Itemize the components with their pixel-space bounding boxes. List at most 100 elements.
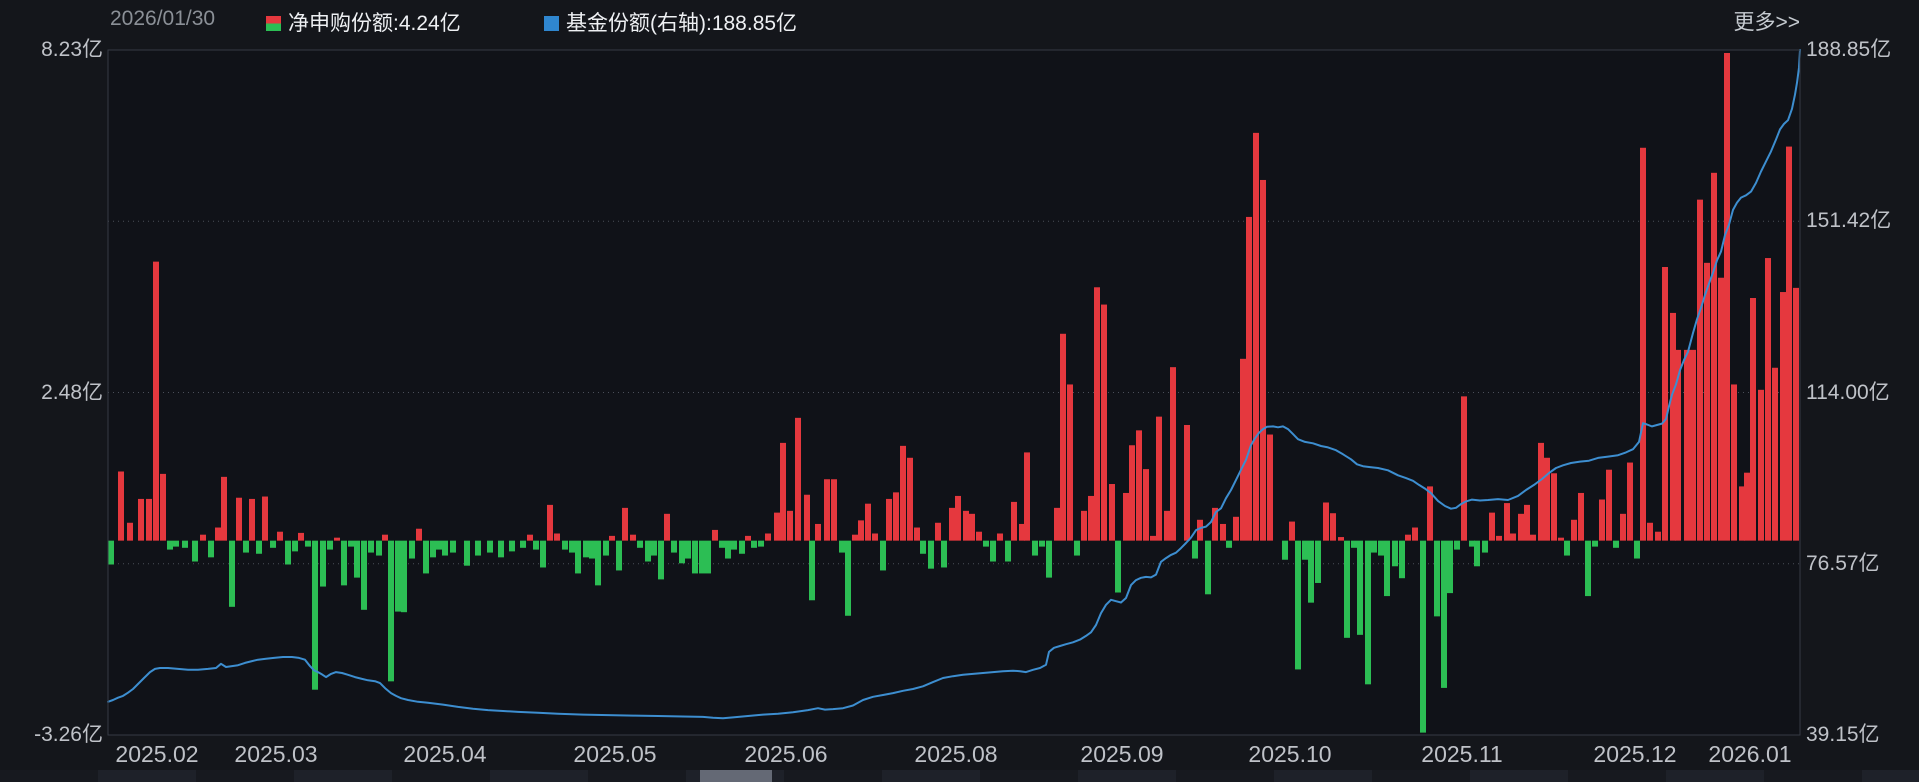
bar-negative — [1351, 540, 1357, 548]
bar-positive — [277, 531, 283, 541]
bar-positive — [804, 494, 810, 541]
bar-negative — [182, 540, 188, 548]
bar-positive — [1170, 367, 1176, 541]
legend-fund-shares-label: 基金份额(右轴):188.85亿 — [566, 12, 798, 35]
bar-negative — [540, 540, 546, 568]
bar-positive — [774, 512, 780, 541]
right-axis-label: 76.57亿 — [1806, 551, 1880, 575]
bar-negative — [562, 540, 568, 550]
bar-negative — [1039, 540, 1045, 547]
bar-positive — [824, 479, 830, 541]
bar-negative — [361, 540, 367, 610]
bar-negative — [589, 540, 595, 559]
more-link[interactable]: 更多>> — [1733, 11, 1800, 34]
bar-positive — [382, 534, 388, 541]
x-axis-label: 2025.04 — [403, 741, 487, 767]
bar-legend-icon — [266, 15, 281, 31]
bar-positive — [249, 498, 255, 541]
bar-positive — [1731, 384, 1737, 541]
bar-positive — [745, 535, 751, 541]
bar-negative — [341, 540, 347, 586]
bar-negative — [430, 540, 436, 558]
bar-positive — [865, 503, 871, 541]
bar-negative — [751, 540, 757, 548]
bar-positive — [949, 507, 955, 541]
bar-positive — [215, 527, 221, 541]
bar-positive — [1750, 298, 1756, 541]
bar-negative — [1420, 540, 1426, 733]
bar-negative — [1192, 540, 1198, 559]
bar-positive — [1338, 537, 1344, 541]
bar-positive — [1164, 510, 1170, 541]
bar-positive — [1606, 469, 1612, 541]
bar-positive — [969, 513, 975, 541]
bar-negative — [285, 540, 291, 565]
bar-negative — [645, 540, 651, 562]
bar-positive — [547, 504, 553, 541]
bar-positive — [1697, 199, 1703, 541]
bar-negative — [312, 540, 318, 690]
bar-negative — [941, 540, 947, 568]
bar-positive — [1780, 292, 1786, 541]
bar-negative — [1613, 540, 1619, 548]
bar-positive — [1690, 349, 1696, 541]
bar-positive — [852, 534, 858, 541]
bar-positive — [1094, 287, 1100, 541]
bottom-scrollbar-track[interactable] — [0, 770, 1919, 782]
scrollbar-thumb[interactable] — [700, 770, 772, 782]
bar-positive — [1518, 513, 1524, 541]
bar-negative — [1226, 540, 1232, 548]
bar-negative — [1564, 540, 1570, 556]
bar-negative — [990, 540, 996, 562]
bar-negative — [719, 540, 725, 548]
bar-positive — [858, 520, 864, 541]
bar-positive — [554, 533, 560, 541]
bar-positive — [262, 496, 268, 541]
bar-negative — [1441, 540, 1447, 688]
bar-negative — [1634, 540, 1640, 559]
bar-positive — [997, 533, 1003, 541]
bar-positive — [1530, 534, 1536, 541]
bar-positive — [1793, 287, 1799, 541]
bar-negative — [1371, 540, 1377, 553]
bar-positive — [831, 479, 837, 541]
x-axis-label: 2025.11 — [1421, 741, 1503, 767]
bar-negative — [839, 540, 845, 553]
bar-positive — [1019, 523, 1025, 541]
bar-negative — [509, 540, 515, 552]
bar-negative — [739, 540, 745, 554]
bar-negative — [533, 540, 539, 550]
bar-negative — [498, 540, 504, 558]
bar-negative — [983, 540, 989, 547]
bar-negative — [1469, 540, 1475, 547]
bar-positive — [1662, 267, 1668, 541]
bar-positive — [914, 527, 920, 541]
bar-negative — [1474, 540, 1480, 567]
bar-negative — [487, 540, 493, 553]
x-axis-label: 2025.08 — [914, 741, 998, 767]
bar-positive — [1260, 179, 1266, 541]
bar-negative — [388, 540, 394, 682]
x-axis-label: 2025.06 — [744, 741, 828, 767]
bar-positive — [1136, 430, 1142, 541]
bar-negative — [1315, 540, 1321, 583]
bar-negative — [920, 540, 926, 554]
bar-positive — [1670, 312, 1676, 541]
bar-negative — [1046, 540, 1052, 578]
bar-negative — [671, 540, 677, 553]
bar-negative — [450, 540, 456, 553]
bar-negative — [1005, 540, 1011, 562]
bar-negative — [583, 540, 589, 558]
bar-positive — [872, 533, 878, 541]
left-axis-label: 8.23亿 — [41, 38, 103, 61]
bar-negative — [305, 540, 311, 547]
bar-positive — [1578, 492, 1584, 541]
bar-positive — [780, 442, 786, 541]
bar-negative — [637, 540, 643, 548]
bar-negative — [1434, 540, 1440, 617]
bar-positive — [1123, 492, 1129, 541]
bar-positive — [118, 471, 124, 541]
x-axis-label: 2026.01 — [1708, 741, 1792, 767]
bar-positive — [1571, 519, 1577, 541]
